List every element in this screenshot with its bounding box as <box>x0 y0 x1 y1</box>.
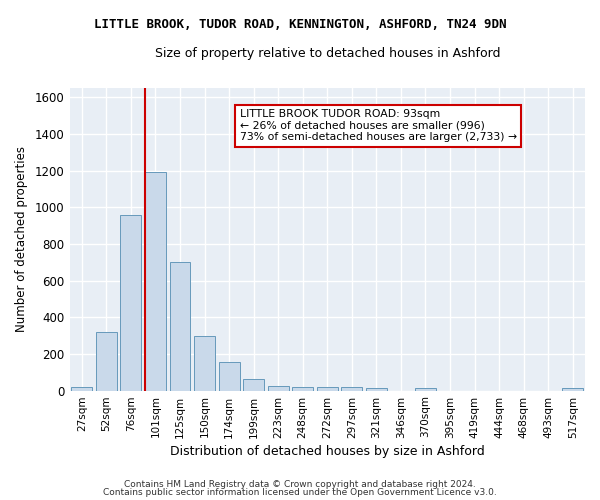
Text: LITTLE BROOK, TUDOR ROAD, KENNINGTON, ASHFORD, TN24 9DN: LITTLE BROOK, TUDOR ROAD, KENNINGTON, AS… <box>94 18 506 30</box>
Title: Size of property relative to detached houses in Ashford: Size of property relative to detached ho… <box>155 48 500 60</box>
Bar <box>317 387 338 390</box>
Bar <box>218 362 239 390</box>
Bar <box>268 386 289 390</box>
Bar <box>71 387 92 390</box>
Text: Contains public sector information licensed under the Open Government Licence v3: Contains public sector information licen… <box>103 488 497 497</box>
Bar <box>366 388 387 390</box>
Bar <box>96 332 117 390</box>
Bar <box>194 336 215 390</box>
Y-axis label: Number of detached properties: Number of detached properties <box>15 146 28 332</box>
Bar <box>415 388 436 390</box>
Bar <box>341 387 362 390</box>
Bar <box>170 262 190 390</box>
Text: Contains HM Land Registry data © Crown copyright and database right 2024.: Contains HM Land Registry data © Crown c… <box>124 480 476 489</box>
Bar <box>145 172 166 390</box>
Bar <box>121 214 142 390</box>
X-axis label: Distribution of detached houses by size in Ashford: Distribution of detached houses by size … <box>170 444 485 458</box>
Bar <box>292 387 313 390</box>
Bar <box>562 388 583 390</box>
Bar <box>243 378 264 390</box>
Text: LITTLE BROOK TUDOR ROAD: 93sqm
← 26% of detached houses are smaller (996)
73% of: LITTLE BROOK TUDOR ROAD: 93sqm ← 26% of … <box>239 109 517 142</box>
